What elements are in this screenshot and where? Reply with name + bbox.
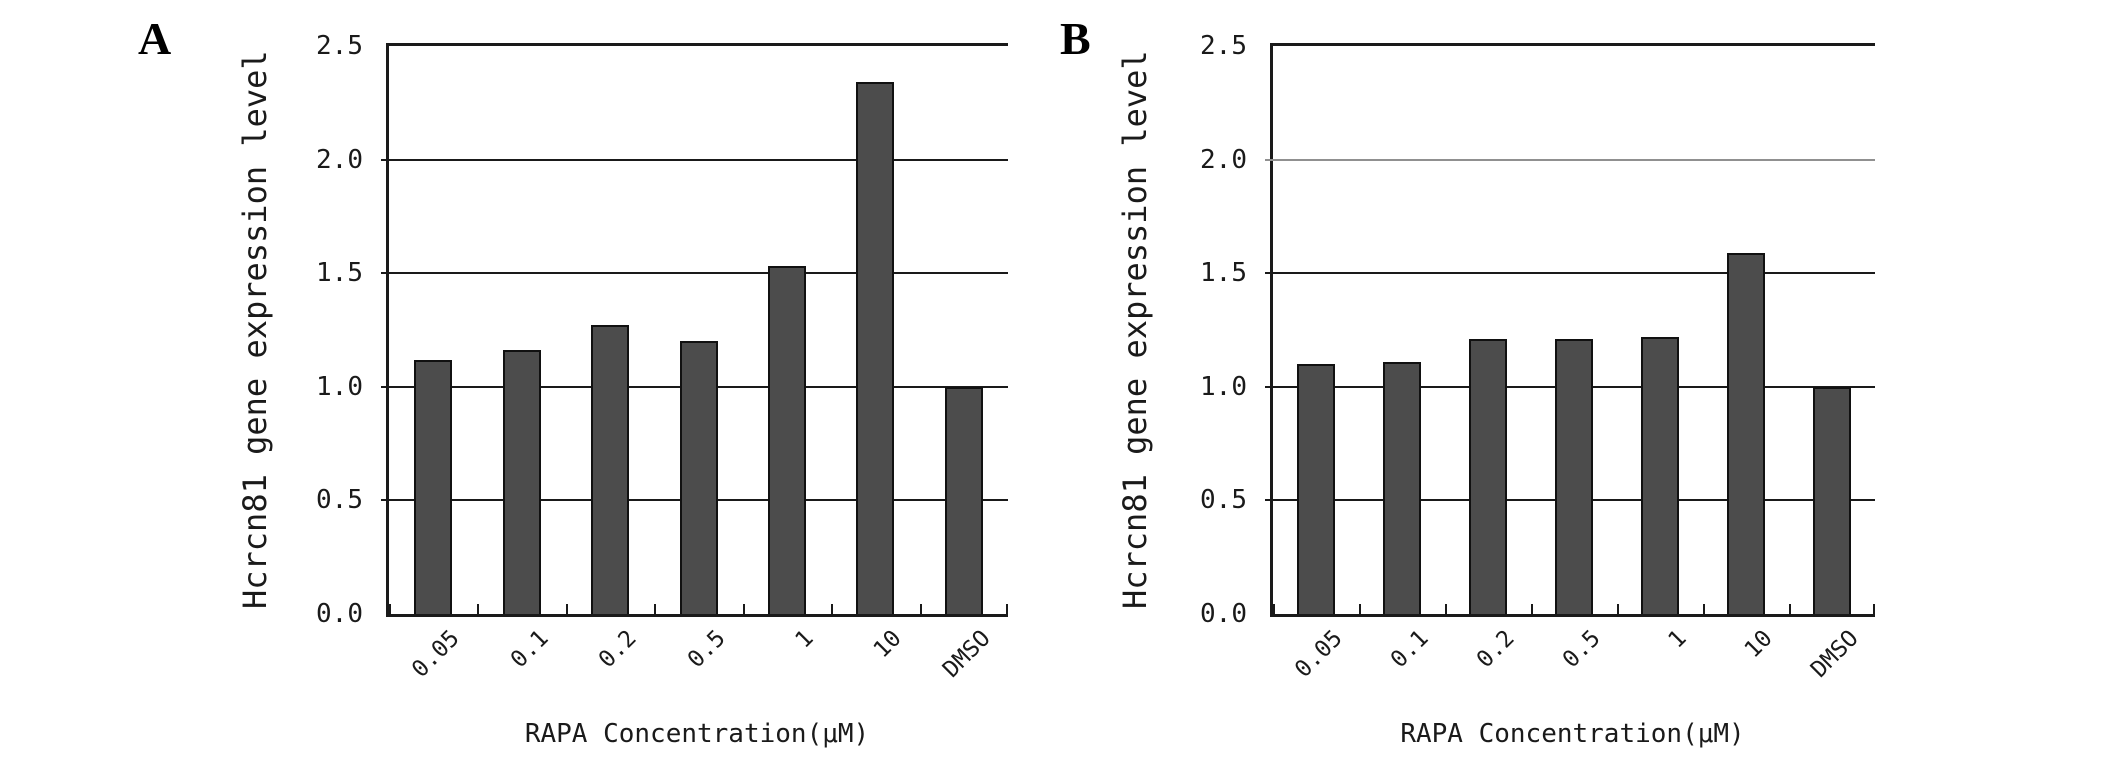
y-tick-label: 0.5 xyxy=(316,485,363,515)
gridline xyxy=(381,159,1008,161)
x-tick-label: 0.05 xyxy=(407,625,465,683)
panel-a-y-axis-title: Hcrcn81 gene expression level xyxy=(236,50,274,610)
y-tick-label: 1.5 xyxy=(1200,258,1247,288)
x-axis-tick xyxy=(920,604,922,614)
x-axis-tick xyxy=(1789,604,1791,614)
x-tick-label: 0.1 xyxy=(1385,625,1434,674)
y-tick-label: 2.0 xyxy=(1200,145,1247,175)
x-tick-label: 1 xyxy=(790,625,819,654)
y-tick-label: 1.0 xyxy=(316,372,363,402)
bar-10 xyxy=(1727,253,1765,614)
panel-b-x-axis-title: RAPA Concentration(μM) xyxy=(1400,719,1745,749)
x-tick-label: 0.05 xyxy=(1290,625,1348,683)
x-axis-tick xyxy=(477,604,479,614)
x-tick-label: 1 xyxy=(1663,625,1692,654)
x-tick-label: 10 xyxy=(1739,625,1778,664)
bar-DMSO xyxy=(1813,387,1851,614)
y-tick-label: 1.0 xyxy=(1200,372,1247,402)
x-axis-tick xyxy=(1445,604,1447,614)
bar-1 xyxy=(768,266,806,614)
y-tick-label: 0.0 xyxy=(1200,599,1247,629)
panel-b-y-axis-title: Hcrcn81 gene expression level xyxy=(1116,50,1154,610)
x-tick-label: DMSO xyxy=(938,625,996,683)
gridline xyxy=(1265,159,1875,161)
x-axis-tick xyxy=(1359,604,1361,614)
bar-DMSO xyxy=(945,387,983,614)
x-tick-label: DMSO xyxy=(1806,625,1864,683)
x-axis-tick xyxy=(1531,604,1533,614)
x-tick-label: 0.5 xyxy=(1557,625,1606,674)
bar-1 xyxy=(1641,337,1679,614)
y-tick-label: 2.0 xyxy=(316,145,363,175)
bar-0.05 xyxy=(1297,364,1335,614)
y-tick-label: 2.5 xyxy=(316,31,363,61)
x-tick-label: 10 xyxy=(868,625,907,664)
x-tick-label: 0.1 xyxy=(505,625,554,674)
bar-0.5 xyxy=(1555,339,1593,614)
panel-a-letter: A xyxy=(138,13,172,64)
x-axis-tick xyxy=(1617,604,1619,614)
y-tick-label: 0.5 xyxy=(1200,485,1247,515)
x-tick-label: 0.2 xyxy=(1471,625,1520,674)
bar-0.2 xyxy=(591,325,629,614)
x-axis-tick xyxy=(389,604,391,614)
x-axis-tick xyxy=(831,604,833,614)
gridline xyxy=(1265,272,1875,274)
bar-10 xyxy=(856,82,894,614)
x-axis-tick xyxy=(566,604,568,614)
panel-a-plot-area: 0.05 0.1 0.2 0.5 1 10 DMSO 2.5 2.0 1.5 1.0 0.5 0.0 xyxy=(316,31,1008,683)
x-tick-label: 0.5 xyxy=(682,625,731,674)
panel-b-plot-area: 0.05 0.1 0.2 0.5 1 10 DMSO 2.5 2.0 1.5 1.0 0.5 0.0 xyxy=(1200,31,1875,683)
x-axis-tick xyxy=(1273,604,1275,614)
y-tick-label: 2.5 xyxy=(1200,31,1247,61)
x-tick-label: 0.2 xyxy=(593,625,642,674)
bar-0.1 xyxy=(1383,362,1421,614)
x-axis-tick xyxy=(1873,604,1875,614)
bar-0.1 xyxy=(503,350,541,614)
panel-b-letter: B xyxy=(1060,13,1091,64)
x-axis-tick xyxy=(1703,604,1705,614)
panel-a-x-axis-title: RAPA Concentration(μM) xyxy=(524,719,870,749)
x-axis-tick xyxy=(654,604,656,614)
bar-0.2 xyxy=(1469,339,1507,614)
x-axis-tick xyxy=(743,604,745,614)
x-axis-tick xyxy=(1006,604,1008,614)
bar-0.05 xyxy=(414,360,452,614)
gridline xyxy=(381,272,1008,274)
y-tick-label: 1.5 xyxy=(316,258,363,288)
bar-0.5 xyxy=(680,341,718,614)
y-tick-label: 0.0 xyxy=(316,599,363,629)
